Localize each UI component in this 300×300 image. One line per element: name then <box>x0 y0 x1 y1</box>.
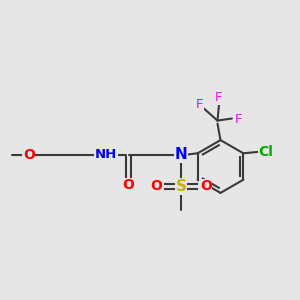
Text: O: O <box>200 179 212 193</box>
Text: Cl: Cl <box>258 145 273 159</box>
Text: F: F <box>196 98 203 111</box>
Text: NH: NH <box>95 148 117 161</box>
Text: N: N <box>175 147 188 162</box>
Text: F: F <box>215 91 223 104</box>
Text: S: S <box>176 179 187 194</box>
Text: O: O <box>151 179 163 193</box>
Text: F: F <box>235 112 242 126</box>
Text: O: O <box>123 178 135 192</box>
Text: O: O <box>23 148 35 162</box>
